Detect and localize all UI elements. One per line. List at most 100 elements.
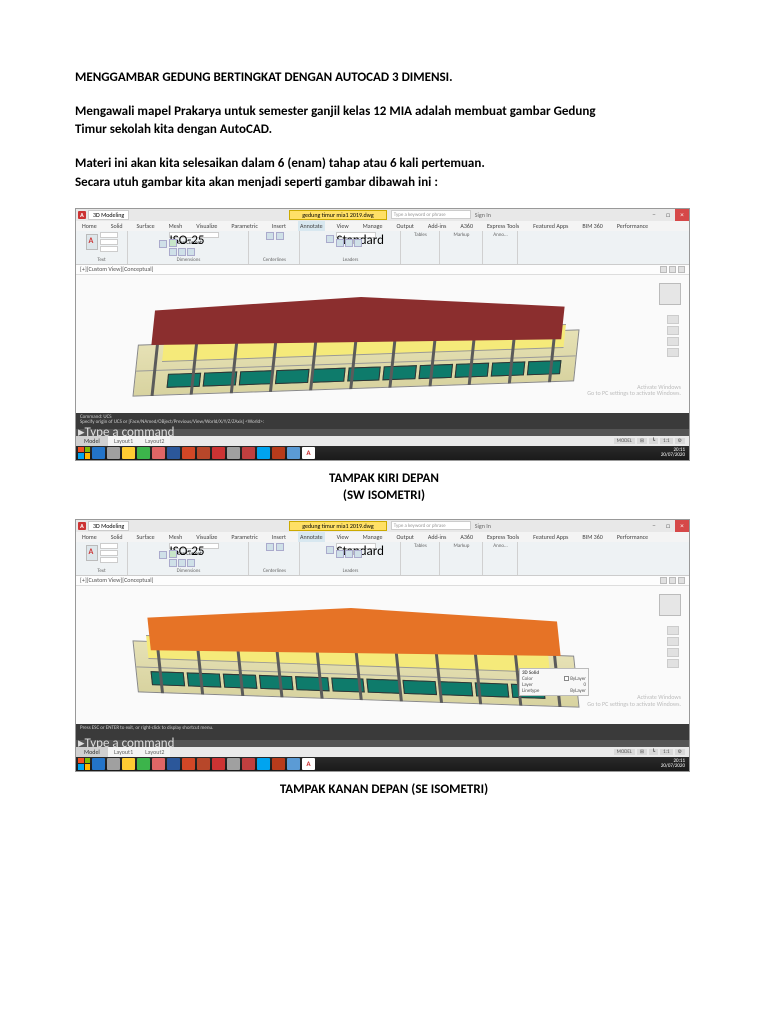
use-current-icon-2[interactable]: [169, 550, 177, 558]
tb-folder[interactable]: [122, 447, 135, 459]
nav-bar[interactable]: [667, 315, 679, 359]
status-snap-icon-2[interactable]: ┗: [649, 749, 658, 755]
vp-min-icon-2[interactable]: [660, 577, 667, 584]
tab2-output[interactable]: Output: [394, 532, 415, 542]
status-gear-icon-2[interactable]: ⚙: [675, 749, 685, 755]
ld2-1[interactable]: [336, 550, 344, 558]
tab2-express[interactable]: Express Tools: [485, 532, 521, 542]
layout1-tab-2[interactable]: Layout1: [108, 747, 139, 757]
tab-surface[interactable]: Surface: [135, 221, 157, 231]
tab2-view[interactable]: View: [335, 532, 351, 542]
tb-ppt[interactable]: [182, 447, 195, 459]
viewport-label[interactable]: [+][Custom View][Conceptual]: [80, 265, 154, 273]
tb-word[interactable]: [167, 447, 180, 459]
tab2-parametric[interactable]: Parametric: [229, 532, 259, 542]
vp-max-icon-2[interactable]: [669, 577, 676, 584]
dim-continue[interactable]: [187, 248, 195, 256]
mleader-button-2[interactable]: [326, 546, 334, 554]
tb2-explorer[interactable]: [92, 758, 105, 770]
tab-a360[interactable]: A360: [458, 221, 475, 231]
tb2-autocad[interactable]: [212, 758, 225, 770]
dim-button[interactable]: [159, 240, 167, 248]
tb2-misc3[interactable]: [272, 758, 285, 770]
center-mark-button-2[interactable]: [266, 543, 274, 551]
tb2-autocad-active[interactable]: A: [302, 758, 315, 770]
vp-max-icon[interactable]: [669, 266, 676, 273]
dim-button-2[interactable]: [159, 551, 167, 559]
viewcube[interactable]: [659, 283, 681, 305]
tab2-visualize[interactable]: Visualize: [194, 532, 219, 542]
text-height-2[interactable]: [100, 557, 118, 563]
maximize-button[interactable]: □: [661, 209, 675, 221]
tab2-home[interactable]: Home: [80, 532, 99, 542]
tb2-misc2[interactable]: [242, 758, 255, 770]
dimstyle-dropdown[interactable]: ISO-25: [169, 232, 219, 238]
sign-in-link[interactable]: Sign In: [475, 211, 491, 219]
tb2-word[interactable]: [167, 758, 180, 770]
tb-pdf[interactable]: [197, 447, 210, 459]
tb2-excel[interactable]: [137, 758, 150, 770]
tab-annotate[interactable]: Annotate: [298, 221, 325, 231]
tab2-insert[interactable]: Insert: [270, 532, 288, 542]
document-tab-2[interactable]: gedung timur mia1 2019.dwg: [289, 521, 386, 531]
tb2-chrome[interactable]: [152, 758, 165, 770]
dim-linear-2[interactable]: [169, 559, 177, 567]
minimize-button[interactable]: −: [647, 209, 661, 221]
layout2-tab-2[interactable]: Layout2: [139, 747, 170, 757]
centerline-button-2[interactable]: [276, 543, 284, 551]
tb2-pdf[interactable]: [197, 758, 210, 770]
ld2-2[interactable]: [345, 550, 353, 558]
command-input-2[interactable]: ▸ Type a command: [76, 740, 689, 747]
text-find-2[interactable]: [100, 550, 118, 556]
tb2-misc4[interactable]: [287, 758, 300, 770]
taskbar-clock[interactable]: 20:11 20/07/2020: [661, 448, 687, 458]
command-input[interactable]: ▸ Type a command: [76, 429, 689, 436]
text-style[interactable]: [100, 232, 118, 238]
nav-bar-2[interactable]: [667, 626, 679, 670]
search-input-2[interactable]: Type a keyword or phrase: [391, 521, 471, 530]
status-model[interactable]: MODEL: [614, 438, 635, 444]
vp-close-icon[interactable]: [678, 266, 685, 273]
tab2-performance[interactable]: Performance: [615, 532, 650, 542]
center-mark-button[interactable]: [266, 232, 274, 240]
tab2-surface[interactable]: Surface: [135, 532, 157, 542]
model-tab-2[interactable]: Model: [76, 747, 108, 757]
mtext-button-2[interactable]: [86, 545, 98, 561]
tb2-app[interactable]: [107, 758, 120, 770]
tab-featured[interactable]: Featured Apps: [531, 221, 570, 231]
tab2-solid[interactable]: Solid: [109, 532, 125, 542]
tab2-mesh[interactable]: Mesh: [167, 532, 185, 542]
tb-app[interactable]: [107, 447, 120, 459]
tb2-edge[interactable]: [257, 758, 270, 770]
ld-2[interactable]: [345, 239, 353, 247]
app-icon-2[interactable]: A: [78, 522, 86, 530]
app-icon[interactable]: A: [78, 211, 86, 219]
building-model-2[interactable]: [136, 610, 576, 700]
tab-bim360[interactable]: BIM 360: [580, 221, 604, 231]
tab-home[interactable]: Home: [80, 221, 99, 231]
dim-continue-2[interactable]: [187, 559, 195, 567]
tb-explorer[interactable]: [92, 447, 105, 459]
tab-insert[interactable]: Insert: [270, 221, 288, 231]
tb-misc2[interactable]: [242, 447, 255, 459]
tab-visualize[interactable]: Visualize: [194, 221, 219, 231]
close-button[interactable]: ×: [675, 209, 689, 221]
tb-edge[interactable]: [257, 447, 270, 459]
tab-output[interactable]: Output: [394, 221, 415, 231]
tab-manage[interactable]: Manage: [361, 221, 385, 231]
minimize-button-2[interactable]: −: [647, 520, 661, 532]
status-snap-icon[interactable]: ┗: [649, 438, 658, 444]
dimstyle-dropdown-2[interactable]: ISO-25: [169, 543, 219, 549]
mleader-style[interactable]: Standard: [336, 232, 376, 238]
status-scale-icon-2[interactable]: 1:1: [660, 749, 672, 755]
mtext-button[interactable]: [86, 234, 98, 250]
tb-misc1[interactable]: [227, 447, 240, 459]
tb-misc3[interactable]: [272, 447, 285, 459]
close-button-2[interactable]: ×: [675, 520, 689, 532]
tab2-a360[interactable]: A360: [458, 532, 475, 542]
tb-autocad-active[interactable]: A: [302, 447, 315, 459]
tb-chrome[interactable]: [152, 447, 165, 459]
tb2-ppt[interactable]: [182, 758, 195, 770]
tab2-annotate[interactable]: Annotate: [298, 532, 325, 542]
centerline-button[interactable]: [276, 232, 284, 240]
